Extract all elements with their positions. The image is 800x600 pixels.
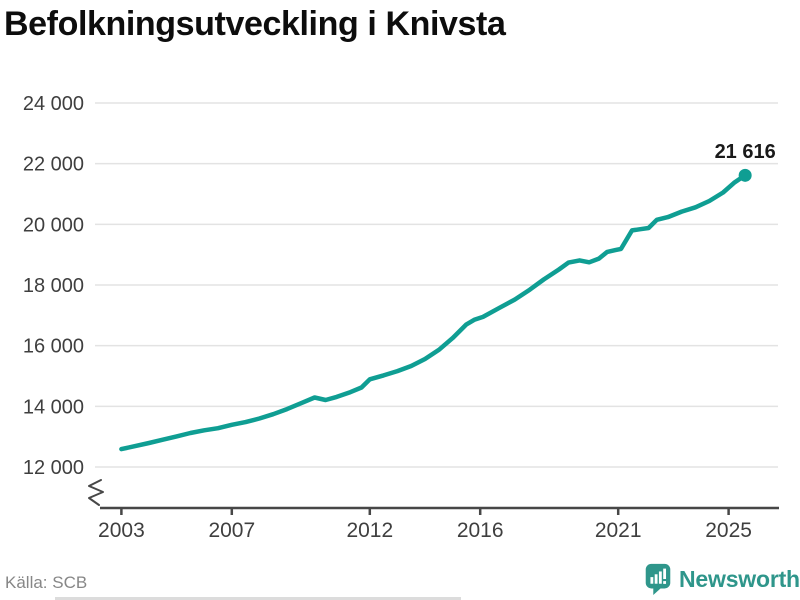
source-caption: Källa: SCB — [5, 573, 88, 592]
y-axis-label-12000: 12 000 — [23, 457, 84, 479]
newsworthy-speech-bubble-icon — [645, 563, 671, 596]
y-axis-label-22000: 22 000 — [23, 154, 84, 176]
newsworthy-logo: Newsworthy — [644, 562, 800, 596]
y-axis-label-18000: 18 000 — [23, 275, 84, 297]
bottom-edge-artifact — [55, 597, 461, 600]
y-axis-break-icon — [88, 479, 104, 506]
end-value-label: 21 616 — [715, 141, 776, 163]
x-axis-label-2012: 2012 — [346, 519, 393, 542]
chart-title: Befolkningsutveckling i Knivsta — [4, 5, 506, 43]
y-axis-label-24000: 24 000 — [23, 93, 84, 115]
x-axis-label-2021: 2021 — [595, 519, 642, 542]
y-axis-label-20000: 20 000 — [23, 214, 84, 236]
series-end-dot — [738, 168, 752, 182]
x-axis-label-2016: 2016 — [457, 519, 504, 542]
x-axis-label-2007: 2007 — [208, 519, 255, 542]
x-axis-label-2003: 2003 — [98, 519, 145, 542]
y-axis-label-14000: 14 000 — [23, 396, 84, 418]
y-axis-label-16000: 16 000 — [23, 336, 84, 358]
series-line-befolkning — [119, 173, 748, 452]
newsworthy-logo-text: Newsworthy — [679, 565, 800, 592]
x-axis-label-2025: 2025 — [705, 519, 752, 542]
